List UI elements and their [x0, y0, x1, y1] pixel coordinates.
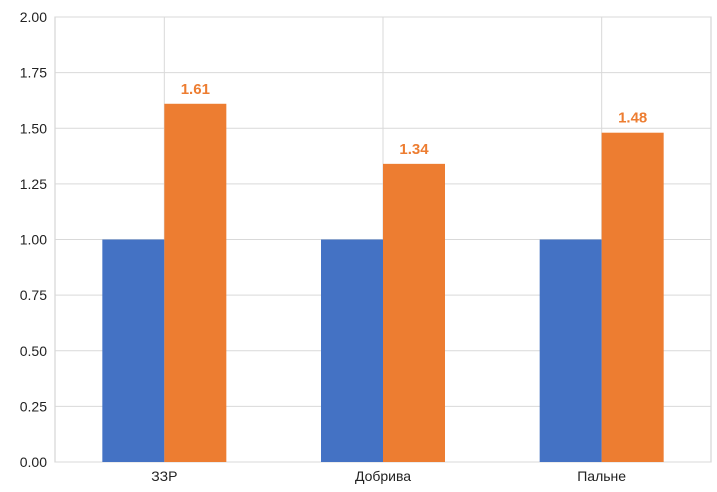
data-labels: 1.61 1.34 1.48: [181, 81, 648, 158]
axes: 0.00 0.25 0.50 0.75 1.00 1.25 1.50 1.75 2.00 ЗЗР Д…: [20, 9, 627, 484]
data-label: 1.34: [399, 141, 429, 158]
y-tick-label: 2.00: [20, 9, 47, 25]
y-tick-label: 1.00: [20, 232, 47, 248]
y-tick-label: 0.25: [20, 398, 47, 414]
bar: [601, 132, 664, 462]
bars: [102, 103, 664, 463]
y-tick-label: 0.00: [20, 454, 47, 470]
bar: [539, 239, 602, 462]
bar: [383, 163, 445, 462]
bar: [321, 239, 383, 462]
bar: [164, 103, 227, 463]
y-tick-label: 1.75: [20, 65, 47, 81]
x-tick-label: ЗЗР: [151, 468, 177, 484]
data-label: 1.61: [181, 81, 210, 98]
x-tick-label: Пальне: [577, 468, 626, 484]
x-tick-label: Добрива: [355, 468, 411, 484]
bar: [102, 239, 165, 462]
y-tick-label: 1.25: [20, 176, 47, 192]
y-tick-label: 1.50: [20, 120, 47, 136]
y-tick-label: 0.50: [20, 343, 47, 359]
y-tick-label: 0.75: [20, 287, 47, 303]
data-label: 1.48: [618, 110, 647, 127]
